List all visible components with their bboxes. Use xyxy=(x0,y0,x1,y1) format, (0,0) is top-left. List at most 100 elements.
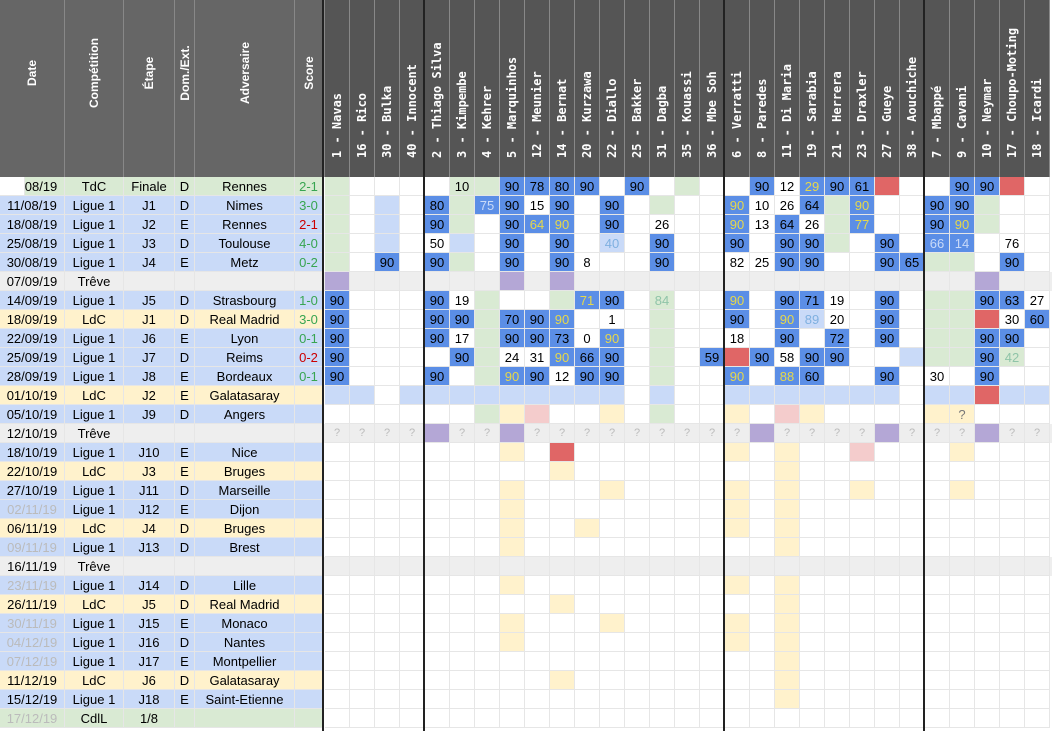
player-cell[interactable] xyxy=(675,253,700,272)
player-header[interactable]: 35 - Kouassi xyxy=(675,0,700,177)
player-cell[interactable] xyxy=(850,709,875,728)
player-cell[interactable] xyxy=(625,557,650,576)
player-cell[interactable] xyxy=(450,215,475,234)
player-cell[interactable]: 90 xyxy=(500,329,525,348)
player-cell[interactable] xyxy=(875,443,900,462)
player-cell[interactable] xyxy=(600,272,625,291)
player-cell[interactable] xyxy=(1025,481,1050,500)
player-cell[interactable]: 90 xyxy=(500,196,525,215)
player-cell[interactable] xyxy=(350,690,375,709)
player-cell[interactable] xyxy=(325,519,350,538)
player-cell[interactable] xyxy=(675,595,700,614)
player-cell[interactable] xyxy=(650,633,675,652)
player-cell[interactable] xyxy=(375,272,400,291)
player-cell[interactable] xyxy=(800,538,825,557)
player-cell[interactable]: 90 xyxy=(550,310,575,329)
player-cell[interactable] xyxy=(325,196,350,215)
player-cell[interactable]: 64 xyxy=(800,196,825,215)
player-cell[interactable] xyxy=(975,633,1000,652)
player-cell[interactable] xyxy=(450,367,475,386)
player-cell[interactable] xyxy=(725,177,750,196)
player-cell[interactable] xyxy=(875,177,900,196)
header-date[interactable]: Date xyxy=(0,0,65,177)
player-cell[interactable]: 90 xyxy=(525,310,550,329)
player-cell[interactable] xyxy=(325,500,350,519)
player-cell[interactable] xyxy=(650,671,675,690)
player-cell[interactable] xyxy=(550,709,575,728)
player-cell[interactable] xyxy=(400,538,425,557)
player-cell[interactable]: 90 xyxy=(600,367,625,386)
player-cell[interactable] xyxy=(1025,671,1050,690)
player-cell[interactable] xyxy=(800,614,825,633)
player-cell[interactable]: ? xyxy=(925,424,950,443)
player-cell[interactable] xyxy=(625,709,650,728)
player-cell[interactable] xyxy=(575,386,600,405)
player-cell[interactable] xyxy=(600,500,625,519)
player-cell[interactable] xyxy=(575,709,600,728)
player-cell[interactable]: 82 xyxy=(725,253,750,272)
player-cell[interactable] xyxy=(600,481,625,500)
player-cell[interactable] xyxy=(875,500,900,519)
player-cell[interactable] xyxy=(1025,405,1050,424)
player-cell[interactable] xyxy=(575,272,600,291)
player-cell[interactable] xyxy=(625,614,650,633)
player-cell[interactable] xyxy=(550,443,575,462)
player-cell[interactable] xyxy=(325,272,350,291)
player-cell[interactable] xyxy=(600,177,625,196)
player-cell[interactable] xyxy=(1025,557,1050,576)
player-cell[interactable]: 90 xyxy=(775,253,800,272)
player-cell[interactable] xyxy=(475,329,500,348)
player-cell[interactable]: 90 xyxy=(975,291,1000,310)
player-cell[interactable] xyxy=(525,633,550,652)
player-cell[interactable] xyxy=(600,595,625,614)
player-cell[interactable] xyxy=(925,386,950,405)
player-cell[interactable] xyxy=(375,367,400,386)
player-cell[interactable] xyxy=(700,671,725,690)
player-cell[interactable]: 90 xyxy=(800,253,825,272)
player-cell[interactable] xyxy=(400,690,425,709)
player-cell[interactable] xyxy=(475,253,500,272)
player-cell[interactable]: ? xyxy=(800,424,825,443)
player-cell[interactable]: 90 xyxy=(775,291,800,310)
player-cell[interactable] xyxy=(750,310,775,329)
player-cell[interactable] xyxy=(825,386,850,405)
player-cell[interactable] xyxy=(450,709,475,728)
player-cell[interactable] xyxy=(1000,576,1025,595)
player-cell[interactable] xyxy=(700,272,725,291)
player-cell[interactable] xyxy=(850,272,875,291)
player-cell[interactable] xyxy=(450,671,475,690)
player-cell[interactable] xyxy=(400,519,425,538)
player-cell[interactable] xyxy=(800,386,825,405)
player-cell[interactable] xyxy=(800,329,825,348)
player-cell[interactable] xyxy=(625,386,650,405)
player-cell[interactable] xyxy=(400,253,425,272)
player-cell[interactable] xyxy=(750,329,775,348)
player-cell[interactable] xyxy=(1000,633,1025,652)
player-cell[interactable] xyxy=(875,557,900,576)
player-cell[interactable] xyxy=(850,386,875,405)
player-cell[interactable] xyxy=(775,709,800,728)
player-cell[interactable] xyxy=(975,196,1000,215)
player-cell[interactable] xyxy=(950,443,975,462)
player-cell[interactable] xyxy=(925,329,950,348)
player-cell[interactable]: ? xyxy=(950,424,975,443)
player-cell[interactable] xyxy=(350,348,375,367)
player-cell[interactable] xyxy=(850,234,875,253)
player-cell[interactable] xyxy=(400,652,425,671)
player-cell[interactable] xyxy=(1025,709,1050,728)
player-cell[interactable] xyxy=(1000,481,1025,500)
player-cell[interactable] xyxy=(475,234,500,253)
player-cell[interactable] xyxy=(925,253,950,272)
player-cell[interactable] xyxy=(650,329,675,348)
player-cell[interactable] xyxy=(1000,690,1025,709)
player-cell[interactable] xyxy=(1000,215,1025,234)
player-cell[interactable] xyxy=(600,462,625,481)
player-cell[interactable]: 90 xyxy=(500,367,525,386)
player-cell[interactable] xyxy=(350,443,375,462)
player-cell[interactable] xyxy=(475,633,500,652)
player-cell[interactable] xyxy=(500,652,525,671)
player-cell[interactable] xyxy=(400,633,425,652)
player-cell[interactable] xyxy=(525,291,550,310)
player-cell[interactable] xyxy=(700,329,725,348)
player-cell[interactable] xyxy=(675,519,700,538)
